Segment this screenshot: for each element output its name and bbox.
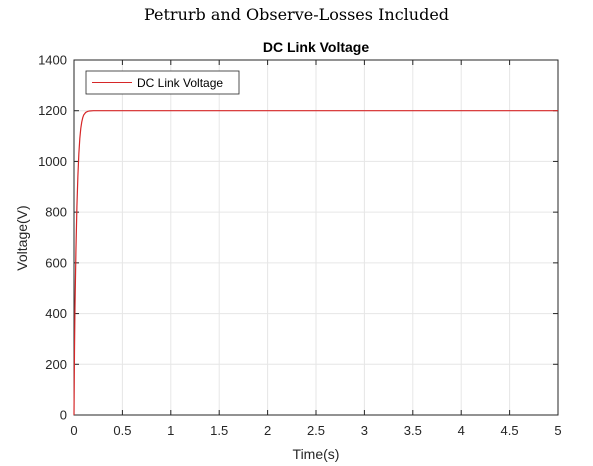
grid bbox=[73, 59, 559, 416]
legend-label: DC Link Voltage bbox=[137, 76, 223, 90]
y-tick-label: 1200 bbox=[38, 103, 67, 118]
series-line-dc-link-voltage bbox=[73, 110, 558, 416]
y-tick-label: 1400 bbox=[38, 53, 67, 68]
y-tick-label: 1000 bbox=[38, 154, 67, 169]
x-tick-label: 0.5 bbox=[113, 423, 131, 438]
x-tick-label: 2 bbox=[264, 423, 271, 438]
legend-box bbox=[85, 70, 240, 95]
y-axis-label: Voltage(V) bbox=[14, 205, 30, 270]
x-tick-label: 3.5 bbox=[404, 423, 422, 438]
x-tick-label: 3 bbox=[361, 423, 368, 438]
y-tick-label: 400 bbox=[45, 306, 67, 321]
x-tick-label: 5 bbox=[554, 423, 561, 438]
x-tick-label: 2.5 bbox=[307, 423, 325, 438]
y-tick-label: 0 bbox=[60, 408, 67, 423]
x-tick-label: 4.5 bbox=[501, 423, 519, 438]
legend: DC Link Voltage bbox=[85, 70, 240, 95]
x-axis-label: Time(s) bbox=[293, 446, 340, 462]
figure-title: Petrurb and Observe-Losses Included bbox=[143, 5, 450, 24]
chart-title: DC Link Voltage bbox=[263, 39, 370, 55]
series-group bbox=[73, 110, 558, 416]
x-tick-label: 1 bbox=[167, 423, 174, 438]
x-tick-label: 0 bbox=[70, 423, 77, 438]
y-tick-label: 200 bbox=[45, 357, 67, 372]
y-tick-label: 600 bbox=[45, 255, 67, 270]
x-tick-label: 1.5 bbox=[210, 423, 228, 438]
x-tick-label: 4 bbox=[458, 423, 465, 438]
y-tick-label: 800 bbox=[45, 205, 67, 220]
